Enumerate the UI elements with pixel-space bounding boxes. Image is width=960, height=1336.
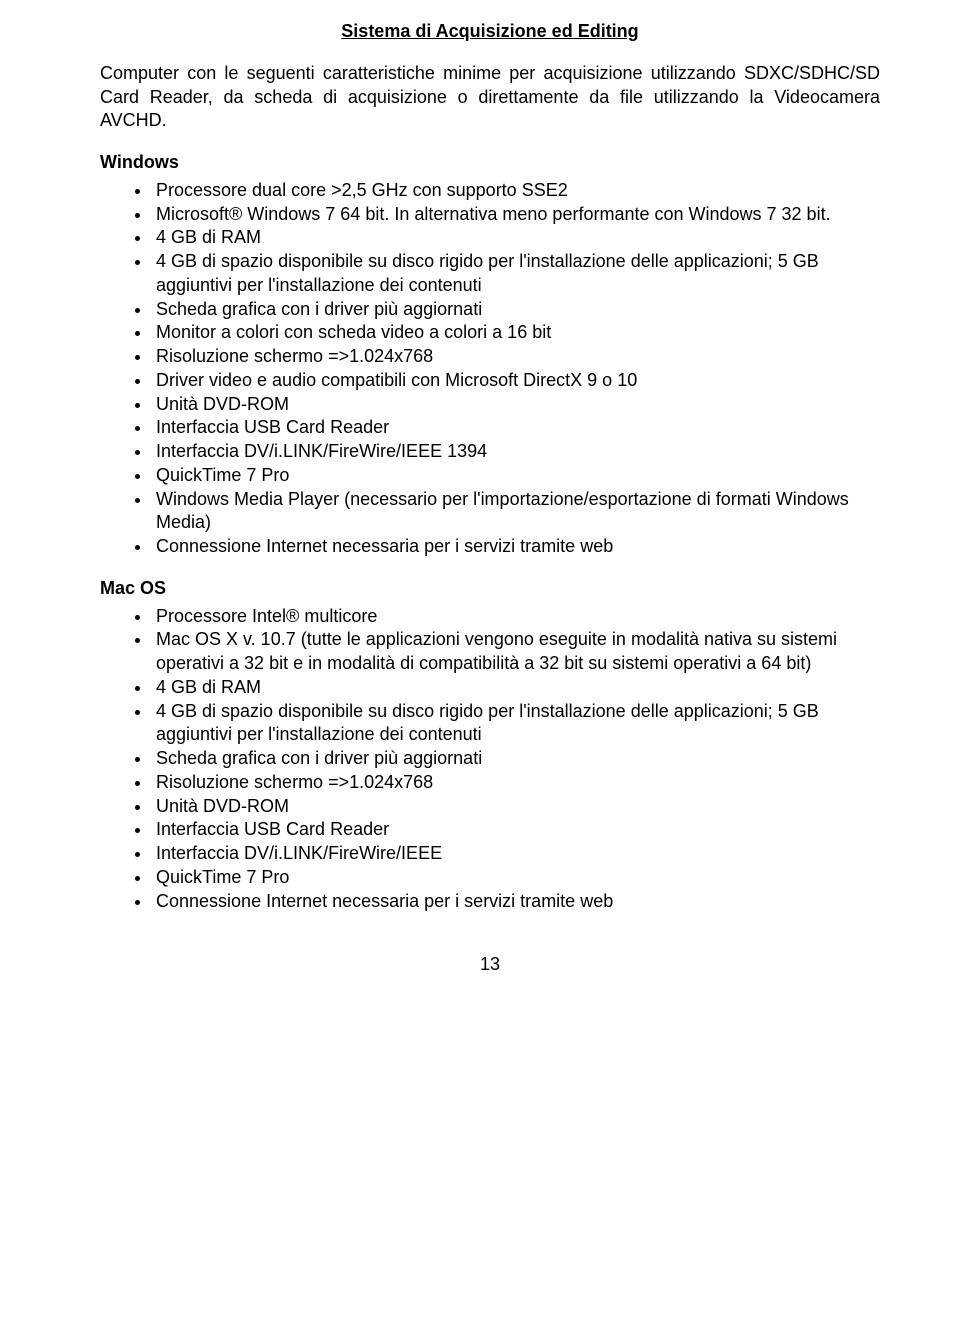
list-item: Microsoft® Windows 7 64 bit. In alternat… [152, 203, 880, 227]
list-item: Windows Media Player (necessario per l'i… [152, 488, 880, 536]
windows-list: Processore dual core >2,5 GHz con suppor… [100, 179, 880, 559]
list-item: 4 GB di spazio disponibile su disco rigi… [152, 700, 880, 748]
windows-heading: Windows [100, 151, 880, 175]
list-item: Interfaccia DV/i.LINK/FireWire/IEEE [152, 842, 880, 866]
list-item: Interfaccia USB Card Reader [152, 416, 880, 440]
list-item: 4 GB di RAM [152, 226, 880, 250]
list-item: 4 GB di RAM [152, 676, 880, 700]
list-item: Monitor a colori con scheda video a colo… [152, 321, 880, 345]
list-item: Scheda grafica con i driver più aggiorna… [152, 747, 880, 771]
macos-list: Processore Intel® multicore Mac OS X v. … [100, 605, 880, 914]
list-item: Scheda grafica con i driver più aggiorna… [152, 298, 880, 322]
page-number: 13 [100, 953, 880, 977]
list-item: Processore Intel® multicore [152, 605, 880, 629]
list-item: 4 GB di spazio disponibile su disco rigi… [152, 250, 880, 298]
list-item: Interfaccia DV/i.LINK/FireWire/IEEE 1394 [152, 440, 880, 464]
list-item: Processore dual core >2,5 GHz con suppor… [152, 179, 880, 203]
page-title: Sistema di Acquisizione ed Editing [100, 20, 880, 44]
list-item: Interfaccia USB Card Reader [152, 818, 880, 842]
list-item: QuickTime 7 Pro [152, 866, 880, 890]
macos-heading: Mac OS [100, 577, 880, 601]
list-item: Connessione Internet necessaria per i se… [152, 535, 880, 559]
list-item: Risoluzione schermo =>1.024x768 [152, 771, 880, 795]
list-item: Mac OS X v. 10.7 (tutte le applicazioni … [152, 628, 880, 676]
list-item: Connessione Internet necessaria per i se… [152, 890, 880, 914]
list-item: Unità DVD-ROM [152, 795, 880, 819]
list-item: Unità DVD-ROM [152, 393, 880, 417]
intro-paragraph: Computer con le seguenti caratteristiche… [100, 62, 880, 133]
list-item: QuickTime 7 Pro [152, 464, 880, 488]
list-item: Driver video e audio compatibili con Mic… [152, 369, 880, 393]
list-item: Risoluzione schermo =>1.024x768 [152, 345, 880, 369]
